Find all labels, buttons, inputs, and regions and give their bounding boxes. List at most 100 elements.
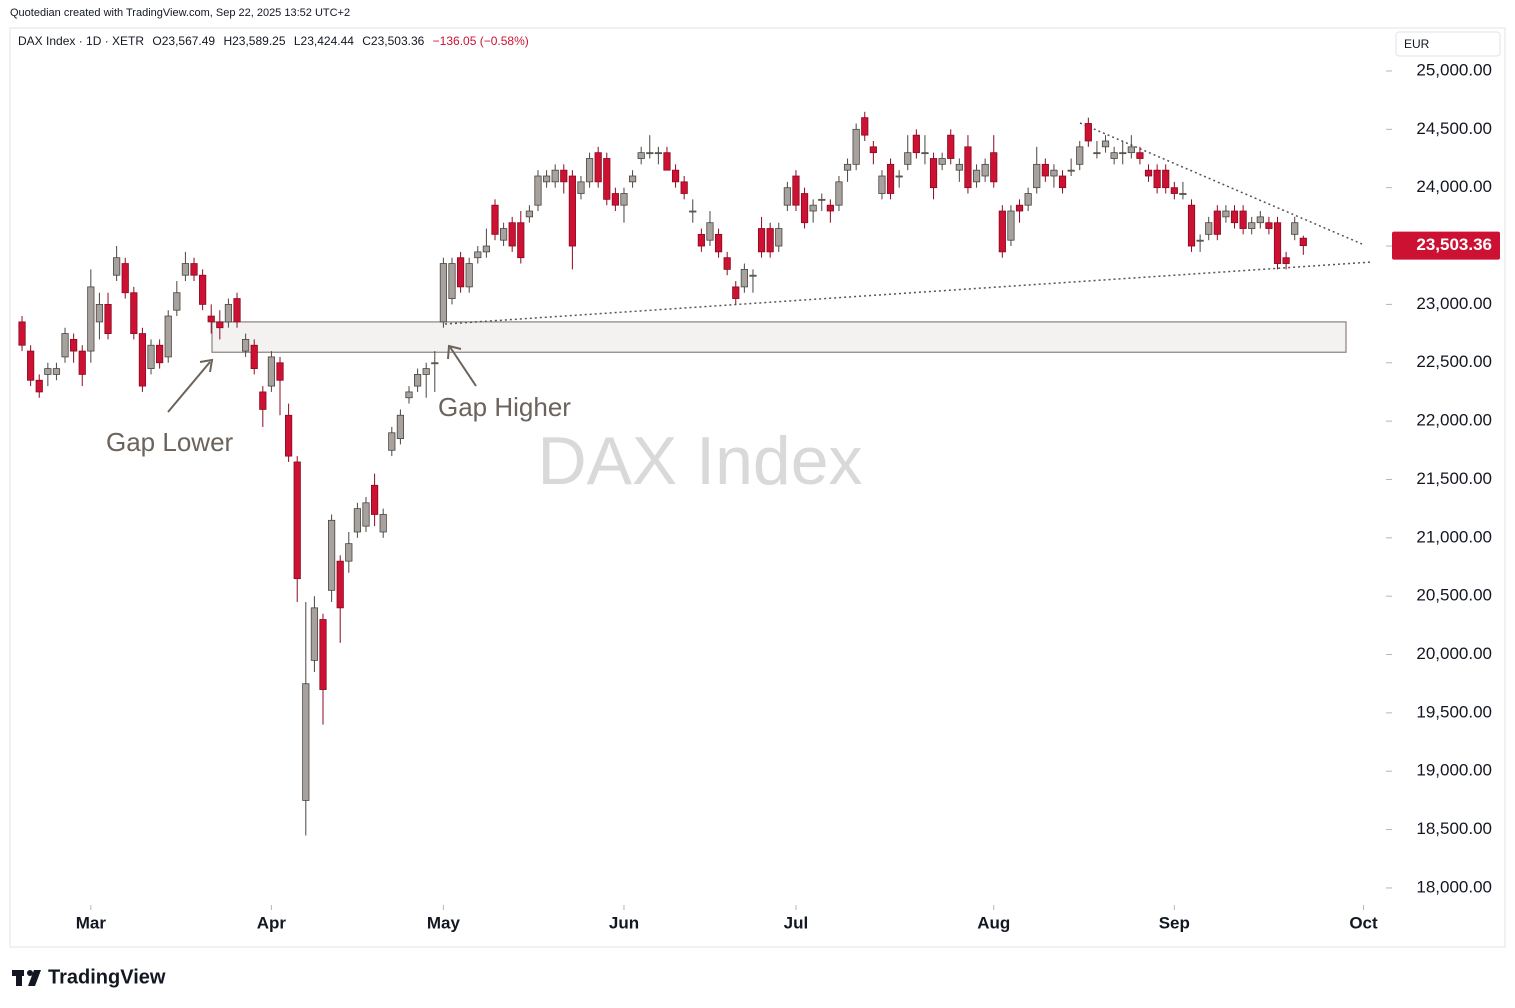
candle-body	[147, 344, 155, 369]
candle-body	[388, 432, 396, 451]
currency: EUR	[1404, 37, 1430, 51]
candle-body	[491, 204, 499, 235]
candle-body	[52, 368, 61, 375]
candle-body	[981, 163, 989, 177]
candle-body	[1041, 163, 1049, 177]
candle-body	[689, 210, 697, 213]
candle-body	[671, 169, 680, 183]
candle-body	[242, 339, 250, 352]
candle-body	[835, 181, 843, 206]
y-tick-label: 19,000.00	[1416, 761, 1492, 780]
logo: TradingView	[12, 966, 166, 988]
candle-body	[474, 251, 482, 259]
candle-body	[714, 233, 723, 253]
candle-body	[723, 257, 731, 270]
candle-body	[138, 333, 147, 387]
candle-body	[173, 292, 181, 311]
candle-body	[947, 134, 955, 159]
candle-body	[1110, 152, 1118, 159]
gap-zone	[211, 321, 1347, 353]
y-tick-label: 25,000.00	[1416, 60, 1492, 79]
candle-body	[826, 204, 834, 212]
x-tick-label: Jun	[609, 913, 639, 932]
symbol: DAX Index · 1D · XETR	[18, 34, 145, 48]
y-tick-label: 22,000.00	[1416, 411, 1492, 430]
candle-body	[250, 344, 258, 369]
candle-body	[749, 274, 757, 277]
candle-body	[1205, 222, 1213, 235]
zone-layer	[211, 321, 1347, 353]
candle-body	[482, 245, 490, 253]
candle-body	[216, 321, 224, 329]
candle-body	[293, 461, 301, 580]
candle-body	[353, 508, 362, 533]
candle-body	[1024, 193, 1032, 206]
candle-body	[1015, 204, 1024, 212]
candle-body	[328, 519, 336, 591]
candle-body	[285, 414, 293, 457]
candle-body	[929, 158, 938, 189]
candle-body	[1291, 222, 1299, 235]
y-tick-label: 18,500.00	[1416, 819, 1492, 838]
logo-text: TradingView	[48, 966, 166, 988]
candle-body	[611, 193, 619, 206]
candle-body	[861, 117, 869, 136]
candle-body	[964, 146, 972, 189]
candle-body	[431, 362, 439, 365]
candle-body	[783, 187, 791, 206]
candle-body	[1299, 237, 1307, 247]
logo-mark	[16, 970, 22, 986]
candle-body	[886, 163, 895, 194]
candle-body	[1213, 210, 1221, 235]
candle-body	[1196, 239, 1204, 242]
candle-body	[18, 321, 26, 346]
x-tick-label: Apr	[257, 913, 287, 932]
candle-body	[792, 175, 800, 206]
candle-body	[603, 158, 611, 200]
candle-body	[1007, 210, 1015, 241]
logo-mark	[28, 970, 41, 986]
y-tick-label: 20,500.00	[1416, 586, 1492, 605]
candle-body	[620, 193, 628, 206]
candle-body	[1084, 123, 1092, 142]
candle-body	[972, 169, 981, 183]
x-tick-label: Oct	[1349, 913, 1378, 932]
x-tick-label: Aug	[977, 913, 1010, 932]
candle-body	[190, 263, 198, 276]
candle-body	[199, 274, 207, 305]
candle-body	[998, 210, 1006, 253]
candle-body	[44, 368, 52, 375]
x-tick-label: Jul	[784, 913, 809, 932]
candle-body	[534, 175, 542, 206]
candle-body	[27, 350, 35, 381]
candle-body	[938, 158, 946, 165]
candle-body	[800, 193, 809, 224]
candle-body	[113, 257, 121, 276]
candle-body	[775, 228, 783, 247]
candle-body	[405, 391, 413, 399]
watermark: DAX Index	[537, 423, 862, 499]
candle-body	[1050, 169, 1058, 177]
candle-body	[156, 344, 164, 364]
y-tick-label: 19,500.00	[1416, 702, 1492, 721]
candle-body	[1033, 163, 1041, 189]
candle-body	[560, 169, 568, 183]
candle-body	[628, 175, 637, 183]
candle-body	[1273, 222, 1282, 264]
y-tick-label: 24,000.00	[1416, 177, 1492, 196]
candle-body	[1058, 175, 1067, 189]
candle-body	[757, 228, 766, 253]
candle-body	[35, 379, 43, 393]
candle-body	[508, 222, 516, 247]
candle-body	[413, 374, 422, 387]
candle-body	[456, 257, 465, 288]
arrow-head	[447, 344, 462, 360]
y-tick-label: 20,000.00	[1416, 644, 1492, 663]
candle-body	[1144, 169, 1153, 177]
candle-body	[207, 315, 215, 323]
candle-body	[1067, 169, 1075, 172]
x-tick-label: Sep	[1159, 913, 1190, 932]
candle-body	[164, 315, 172, 358]
candle-body	[1239, 210, 1247, 229]
